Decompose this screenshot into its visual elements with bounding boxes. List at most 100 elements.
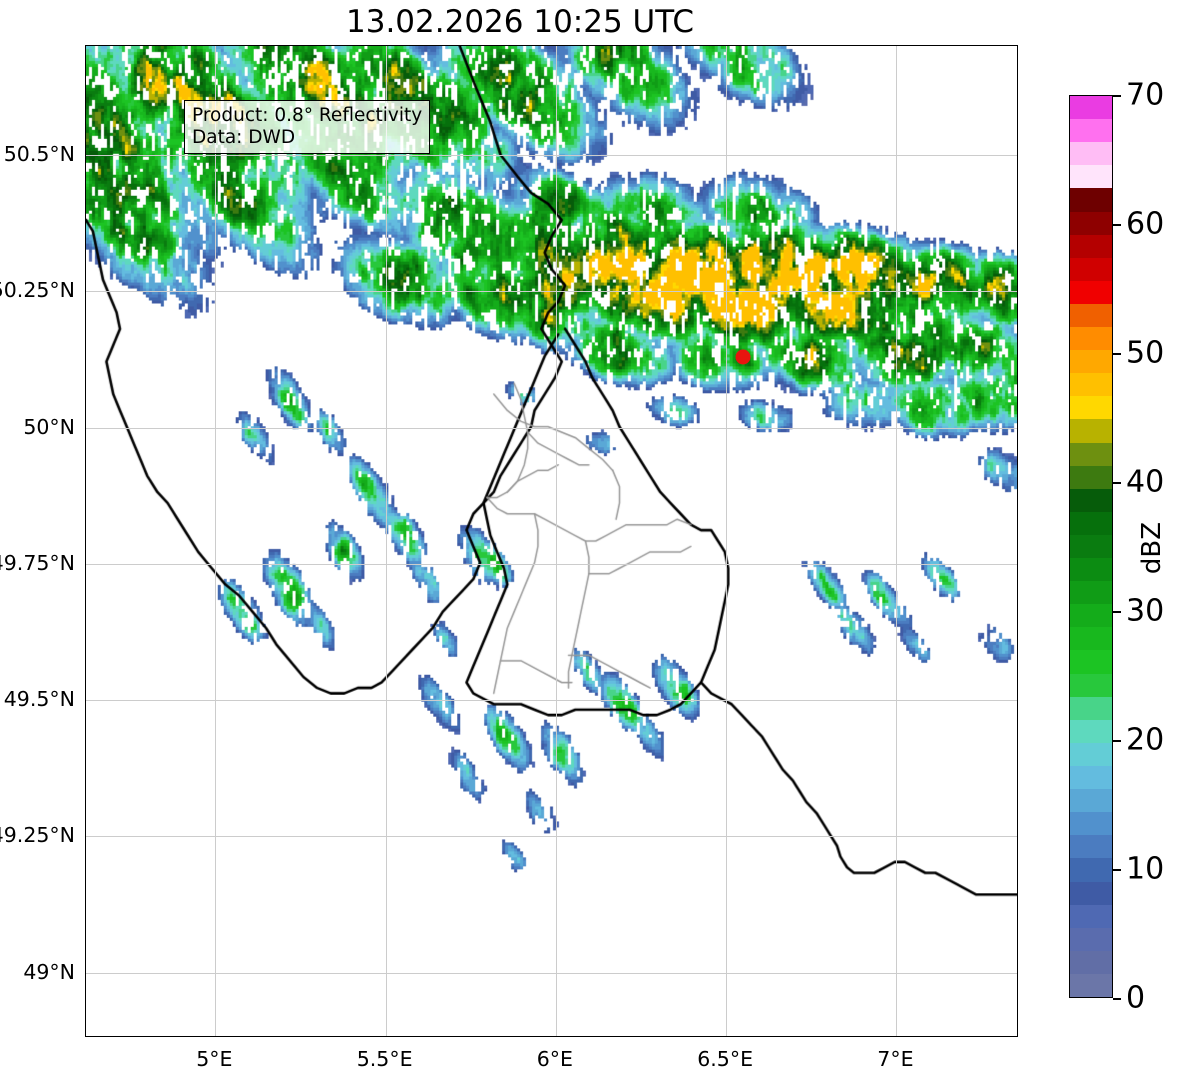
- colorbar-band: [1070, 256, 1112, 281]
- map-borders-layer: [86, 46, 1017, 1036]
- grid-line-lat: [86, 427, 1017, 429]
- ytick-label: 50.5°N: [3, 142, 75, 166]
- ytick-mark: [85, 836, 86, 837]
- ytick-mark: [85, 291, 86, 292]
- colorbar-band: [1070, 580, 1112, 605]
- colorbar-band: [1070, 233, 1112, 258]
- colorbar-band: [1070, 811, 1112, 836]
- colorbar-band: [1070, 279, 1112, 304]
- grid-line-lon: [215, 46, 217, 1036]
- colorbar-tick: [1113, 998, 1121, 1000]
- ytick-label: 50°N: [23, 414, 75, 439]
- colorbar-band: [1070, 788, 1112, 813]
- grid-line-lat: [86, 291, 1017, 293]
- colorbar-title: dBZ: [1137, 521, 1167, 575]
- xtick-mark: [386, 1036, 387, 1037]
- colorbar-band: [1070, 603, 1112, 628]
- colorbar-band: [1070, 164, 1112, 189]
- colorbar-band: [1070, 533, 1112, 559]
- colorbar-tick: [1113, 869, 1121, 871]
- ytick-mark: [85, 564, 86, 565]
- colorbar-band: [1070, 626, 1112, 651]
- colorbar-band: [1070, 903, 1112, 928]
- colorbar-band: [1070, 834, 1112, 859]
- colorbar-gradient: [1069, 95, 1113, 998]
- colorbar-tick-label: 60: [1126, 206, 1165, 242]
- ytick-label: 49.75°N: [0, 550, 75, 575]
- colorbar-tick: [1113, 353, 1121, 355]
- grid-line-lat: [86, 563, 1017, 565]
- xtick-label: 6°E: [536, 1047, 574, 1071]
- colorbar-band: [1070, 118, 1112, 143]
- ytick-label: 49°N: [23, 959, 75, 984]
- colorbar-tick: [1113, 224, 1121, 226]
- colorbar-band: [1070, 880, 1112, 905]
- grid-line-lon: [726, 46, 728, 1036]
- colorbar-band: [1070, 210, 1112, 235]
- colorbar-band: [1070, 649, 1112, 674]
- ytick-label: 49.25°N: [0, 823, 75, 848]
- data-source-label: Data: DWD: [192, 126, 296, 148]
- colorbar-band: [1070, 302, 1112, 328]
- xtick-label: 5°E: [196, 1047, 233, 1071]
- ytick-label: 49.5°N: [3, 687, 75, 712]
- colorbar-band: [1070, 96, 1112, 120]
- product-info-box: Product: 0.8° Reflectivity Data: DWD: [184, 100, 431, 155]
- colorbar-tick-label: 70: [1126, 77, 1165, 113]
- ytick-mark: [85, 973, 86, 974]
- colorbar-band: [1070, 857, 1112, 882]
- ytick-mark: [85, 700, 86, 701]
- colorbar-tick-label: 20: [1126, 722, 1165, 758]
- colorbar-band: [1070, 418, 1112, 443]
- grid-line-lat: [86, 972, 1017, 974]
- ytick-label: 50.25°N: [0, 278, 75, 303]
- colorbar-tick: [1113, 611, 1121, 613]
- grid-line-lon: [555, 46, 557, 1036]
- colorbar-band: [1070, 926, 1112, 951]
- xtick-label: 6.5°E: [697, 1047, 754, 1071]
- colorbar-tick: [1113, 482, 1121, 484]
- radar-plot-area: Product: 0.8° Reflectivity Data: DWD: [85, 45, 1018, 1037]
- colorbar-band: [1070, 949, 1112, 974]
- radar-site-marker[interactable]: [735, 349, 751, 365]
- colorbar-band: [1070, 718, 1112, 743]
- colorbar-band: [1070, 464, 1112, 489]
- ytick-mark: [85, 428, 86, 429]
- colorbar-band: [1070, 556, 1112, 582]
- colorbar-tick-label: 10: [1126, 851, 1165, 887]
- colorbar-tick-label: 0: [1126, 980, 1146, 1016]
- colorbar-band: [1070, 972, 1112, 997]
- colorbar-band: [1070, 741, 1112, 766]
- grid-line-lat: [86, 836, 1017, 838]
- colorbar-band: [1070, 695, 1112, 720]
- product-label: Product: 0.8° Reflectivity: [192, 105, 423, 126]
- colorbar-band: [1070, 349, 1112, 374]
- xtick-label: 5.5°E: [356, 1047, 413, 1071]
- colorbar-band: [1070, 187, 1112, 212]
- colorbar-band: [1070, 325, 1112, 351]
- grid-line-lat: [86, 700, 1017, 702]
- xtick-mark: [556, 1036, 557, 1037]
- xtick-mark: [896, 1036, 897, 1037]
- colorbar-band: [1070, 672, 1112, 697]
- colorbar-band: [1070, 441, 1112, 466]
- colorbar-tick-label: 50: [1126, 335, 1165, 371]
- grid-line-lon: [896, 46, 898, 1036]
- xtick-mark: [726, 1036, 727, 1037]
- grid-line-lat: [86, 155, 1017, 156]
- xtick-label: 7°E: [877, 1047, 914, 1071]
- colorbar-tick-label: 30: [1126, 593, 1165, 629]
- colorbar-band: [1070, 764, 1112, 790]
- colorbar-band: [1070, 372, 1112, 397]
- ytick-mark: [85, 155, 86, 156]
- colorbar-band: [1070, 141, 1112, 166]
- colorbar-band: [1070, 487, 1112, 512]
- colorbar-tick-label: 40: [1126, 464, 1165, 500]
- xtick-mark: [215, 1036, 216, 1037]
- colorbar-band: [1070, 510, 1112, 535]
- colorbar-band: [1070, 395, 1112, 420]
- colorbar-tick: [1113, 740, 1121, 742]
- grid-line-lon: [385, 46, 387, 1036]
- colorbar: 0 10 20 30 40 50 60 70: [1069, 78, 1164, 1016]
- page-title: 13.02.2026 10:25 UTC: [346, 4, 694, 40]
